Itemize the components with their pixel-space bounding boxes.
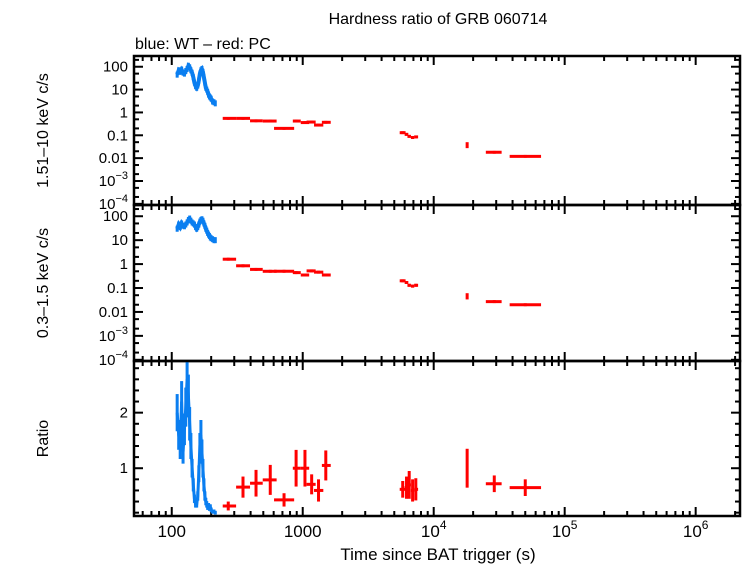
y-tick-label: 1 bbox=[120, 256, 128, 273]
y-tick-label: 1 bbox=[120, 104, 128, 121]
y-tick-label-exp: −4 bbox=[115, 193, 128, 205]
y-tick-label-base: 10 bbox=[99, 352, 116, 369]
y-axis-label: Ratio bbox=[35, 420, 52, 457]
y-tick-label-base: 10 bbox=[111, 232, 128, 249]
data-layer bbox=[175, 215, 542, 307]
x-tick-label-base: 100 bbox=[158, 522, 186, 541]
y-tick-label: 10−4 bbox=[99, 193, 128, 213]
y-tick-label: 10−3 bbox=[99, 170, 128, 190]
y-tick-label: 10−3 bbox=[99, 325, 128, 345]
y-tick-label-exp: −3 bbox=[115, 325, 128, 337]
x-tick-label: 105 bbox=[552, 518, 578, 541]
y-tick-label-base: 1 bbox=[120, 460, 128, 477]
y-tick-label-base: 10 bbox=[111, 82, 128, 99]
panel-ratio: 2 1 Ratio bbox=[35, 359, 742, 518]
y-tick-label: 10−4 bbox=[99, 349, 128, 369]
panel-frame bbox=[132, 54, 742, 207]
y-tick-label: 100 bbox=[103, 208, 128, 225]
y-tick-label: 0.01 bbox=[99, 150, 128, 167]
y-tick-label-base: 1 bbox=[120, 256, 128, 273]
y-tick-label-base: 0.1 bbox=[107, 127, 128, 144]
y-tick-label: 0.1 bbox=[107, 280, 128, 297]
panel-frame bbox=[132, 359, 742, 518]
y-tick-label-base: 10 bbox=[99, 173, 116, 190]
y-tick-label: 1 bbox=[120, 460, 128, 477]
x-tick-label-base: 10 bbox=[683, 522, 702, 541]
y-tick-label-base: 10 bbox=[99, 196, 116, 213]
chart-subtitle: blue: WT – red: PC bbox=[135, 36, 271, 53]
x-tick-label: 1000 bbox=[284, 522, 322, 541]
y-tick-label-base: 0.01 bbox=[99, 150, 128, 167]
x-tick-label: 104 bbox=[421, 518, 447, 541]
x-tick-label: 100 bbox=[158, 522, 186, 541]
y-tick-label-exp: −3 bbox=[115, 170, 128, 182]
y-tick-label: 10 bbox=[111, 82, 128, 99]
y-tick-label: 100 bbox=[103, 59, 128, 76]
x-tick-label-base: 10 bbox=[552, 522, 571, 541]
y-tick-label: 2 bbox=[120, 405, 128, 422]
y-tick-label: 0.1 bbox=[107, 127, 128, 144]
x-tick-label-base: 1000 bbox=[284, 522, 322, 541]
x-tick-label: 106 bbox=[683, 518, 709, 541]
y-tick-label: 10 bbox=[111, 232, 128, 249]
y-axis-label: 0.3–1.5 keV c/s bbox=[35, 228, 52, 338]
y-tick-label: 0.01 bbox=[99, 304, 128, 321]
y-tick-label-base: 0.1 bbox=[107, 280, 128, 297]
panel-frame bbox=[132, 203, 742, 363]
y-tick-label-base: 10 bbox=[99, 328, 116, 345]
x-tick-label-exp: 4 bbox=[440, 518, 447, 532]
y-tick-label-base: 1 bbox=[120, 104, 128, 121]
x-axis-label: Time since BAT trigger (s) bbox=[340, 545, 535, 564]
y-tick-label-base: 100 bbox=[103, 59, 128, 76]
x-tick-label-exp: 6 bbox=[702, 518, 709, 532]
y-axis-label: 1.51–10 keV c/s bbox=[35, 73, 52, 188]
y-tick-label-base: 100 bbox=[103, 208, 128, 225]
x-tick-label-base: 10 bbox=[421, 522, 440, 541]
x-tick-label-exp: 5 bbox=[571, 518, 578, 532]
data-layer bbox=[175, 62, 542, 158]
y-tick-label-base: 2 bbox=[120, 405, 128, 422]
chart-title: Hardness ratio of GRB 060714 bbox=[329, 11, 548, 28]
data-layer bbox=[175, 361, 542, 515]
y-tick-label-base: 0.01 bbox=[99, 304, 128, 321]
y-tick-label-exp: −4 bbox=[115, 349, 128, 361]
